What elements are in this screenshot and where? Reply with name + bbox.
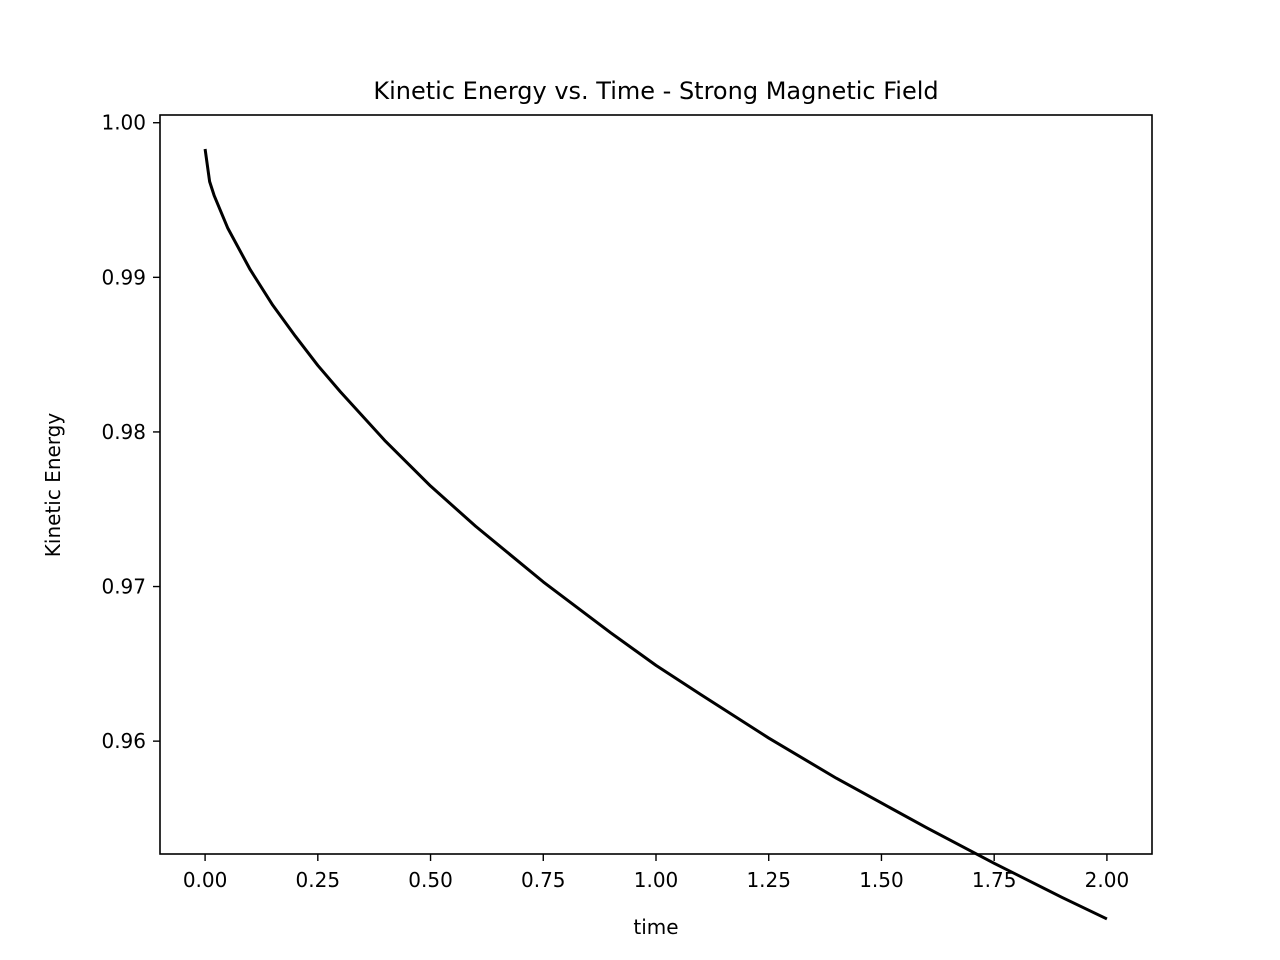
- x-tick-label: 1.75: [972, 868, 1017, 892]
- x-tick-label: 2.00: [1085, 868, 1130, 892]
- y-tick-label: 0.99: [101, 265, 146, 289]
- y-tick-label: 0.98: [101, 420, 146, 444]
- y-tick-label: 0.96: [101, 729, 146, 753]
- y-tick-label: 1.00: [101, 111, 146, 135]
- x-axis-label: time: [633, 915, 678, 939]
- plot-area: [203, 148, 1108, 921]
- x-tick-label: 1.50: [859, 868, 904, 892]
- x-tick-label: 0.50: [408, 868, 453, 892]
- chart-title: Kinetic Energy vs. Time - Strong Magneti…: [373, 77, 938, 105]
- x-tick-label: 1.00: [634, 868, 679, 892]
- x-tick-label: 0.00: [183, 868, 228, 892]
- x-axis: 0.00 0.25 0.50 0.75 1.00 1.25 1.50 1.75 2.00: [183, 854, 1129, 892]
- y-axis: 0.96 0.97 0.98 0.99 1.00: [101, 111, 160, 753]
- y-axis-label: Kinetic Energy: [41, 413, 65, 558]
- x-tick-label: 0.25: [296, 868, 341, 892]
- x-tick-label: 1.25: [746, 868, 791, 892]
- kinetic-energy-line: [203, 148, 1108, 921]
- y-tick-label: 0.97: [101, 575, 146, 599]
- x-tick-label: 0.75: [521, 868, 566, 892]
